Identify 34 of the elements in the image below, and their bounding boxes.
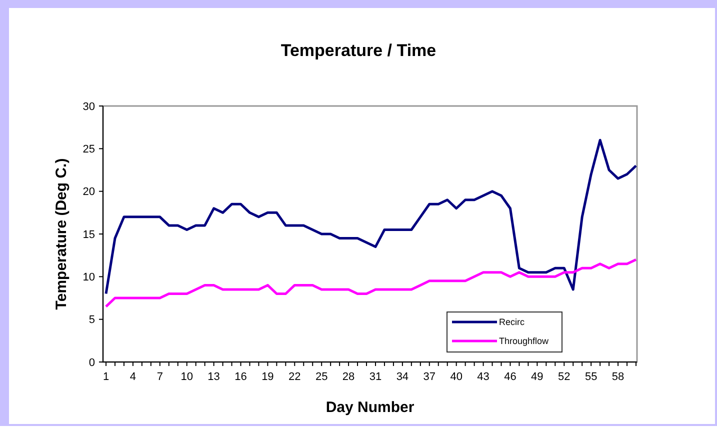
y-tick-label: 20 — [82, 186, 95, 198]
x-tick-label: 58 — [612, 371, 624, 383]
x-axis-title: Day Number — [326, 399, 414, 416]
x-tick-label: 10 — [180, 371, 193, 383]
chart-title: Temperature / Time — [280, 41, 436, 60]
x-tick-label: 4 — [130, 371, 136, 383]
y-tick-label: 30 — [82, 100, 95, 113]
x-tick-label: 1 — [102, 371, 110, 383]
x-tick-label: 31 — [369, 371, 382, 383]
x-tick-label: 25 — [315, 371, 328, 383]
legend-label: Recirc — [499, 317, 525, 328]
x-tick-label: 43 — [477, 371, 490, 383]
x-tick-label: 52 — [558, 371, 570, 383]
x-tick-label: 19 — [262, 371, 274, 383]
x-tick-label: 13 — [208, 371, 220, 383]
y-axis-title: Temperature (Deg C.) — [53, 158, 70, 310]
y-tick-label: 15 — [82, 228, 95, 241]
x-tick-label: 16 — [234, 371, 247, 383]
line-series — [104, 138, 638, 295]
x-tick-label: 28 — [342, 371, 355, 383]
legend-label: Throughflow — [499, 336, 550, 346]
y-tick-label: 10 — [82, 272, 95, 284]
x-tick-label: 49 — [531, 371, 544, 383]
x-tick-label: 37 — [423, 371, 436, 383]
y-tick-label: 25 — [82, 144, 95, 156]
x-tick-label: 46 — [504, 371, 516, 383]
line-series — [104, 258, 638, 308]
x-tick-label: 55 — [584, 371, 598, 383]
y-tick-label: 0 — [88, 356, 95, 369]
x-tick-label: 40 — [450, 371, 462, 383]
y-tick-label: 5 — [88, 314, 95, 326]
x-tick-label: 34 — [396, 371, 409, 383]
x-tick-label: 22 — [288, 371, 301, 383]
x-tick-label: 7 — [156, 371, 163, 383]
